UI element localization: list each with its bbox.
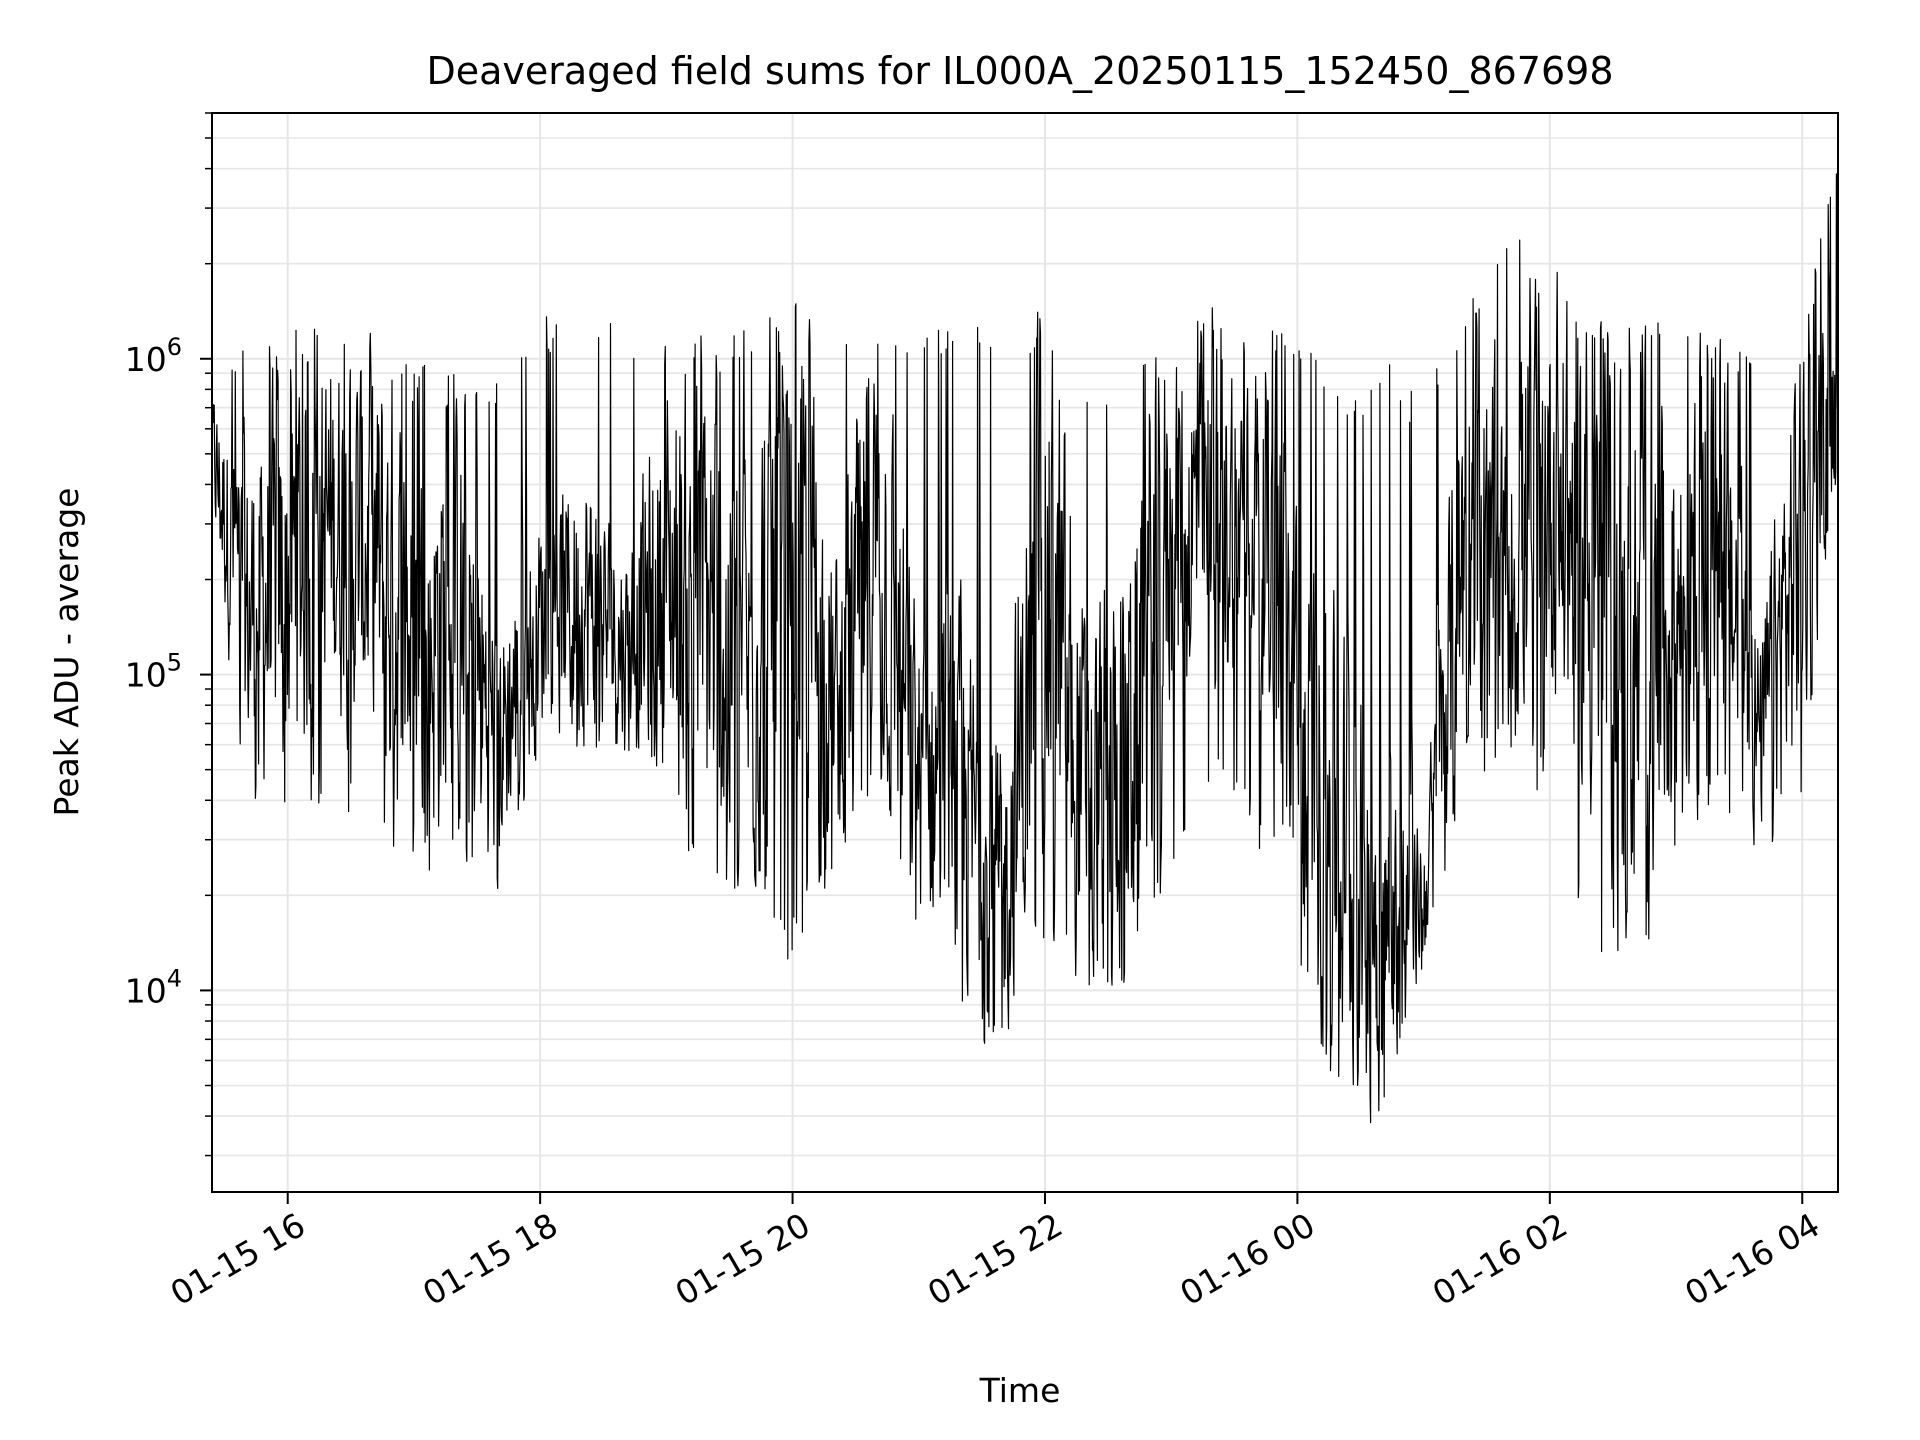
plot-frame — [211, 112, 1839, 1193]
series-line — [211, 173, 1839, 1124]
y-tick-label: 105 — [125, 649, 182, 695]
y-tick-label: 106 — [125, 333, 182, 379]
y-axis-label: Peak ADU - average — [47, 488, 86, 817]
x-axis-label: Time — [979, 1371, 1061, 1410]
y-tick-label: 104 — [125, 964, 182, 1010]
series-layer — [211, 173, 1839, 1124]
chart-title: Deaveraged field sums for IL000A_2025011… — [426, 49, 1613, 93]
